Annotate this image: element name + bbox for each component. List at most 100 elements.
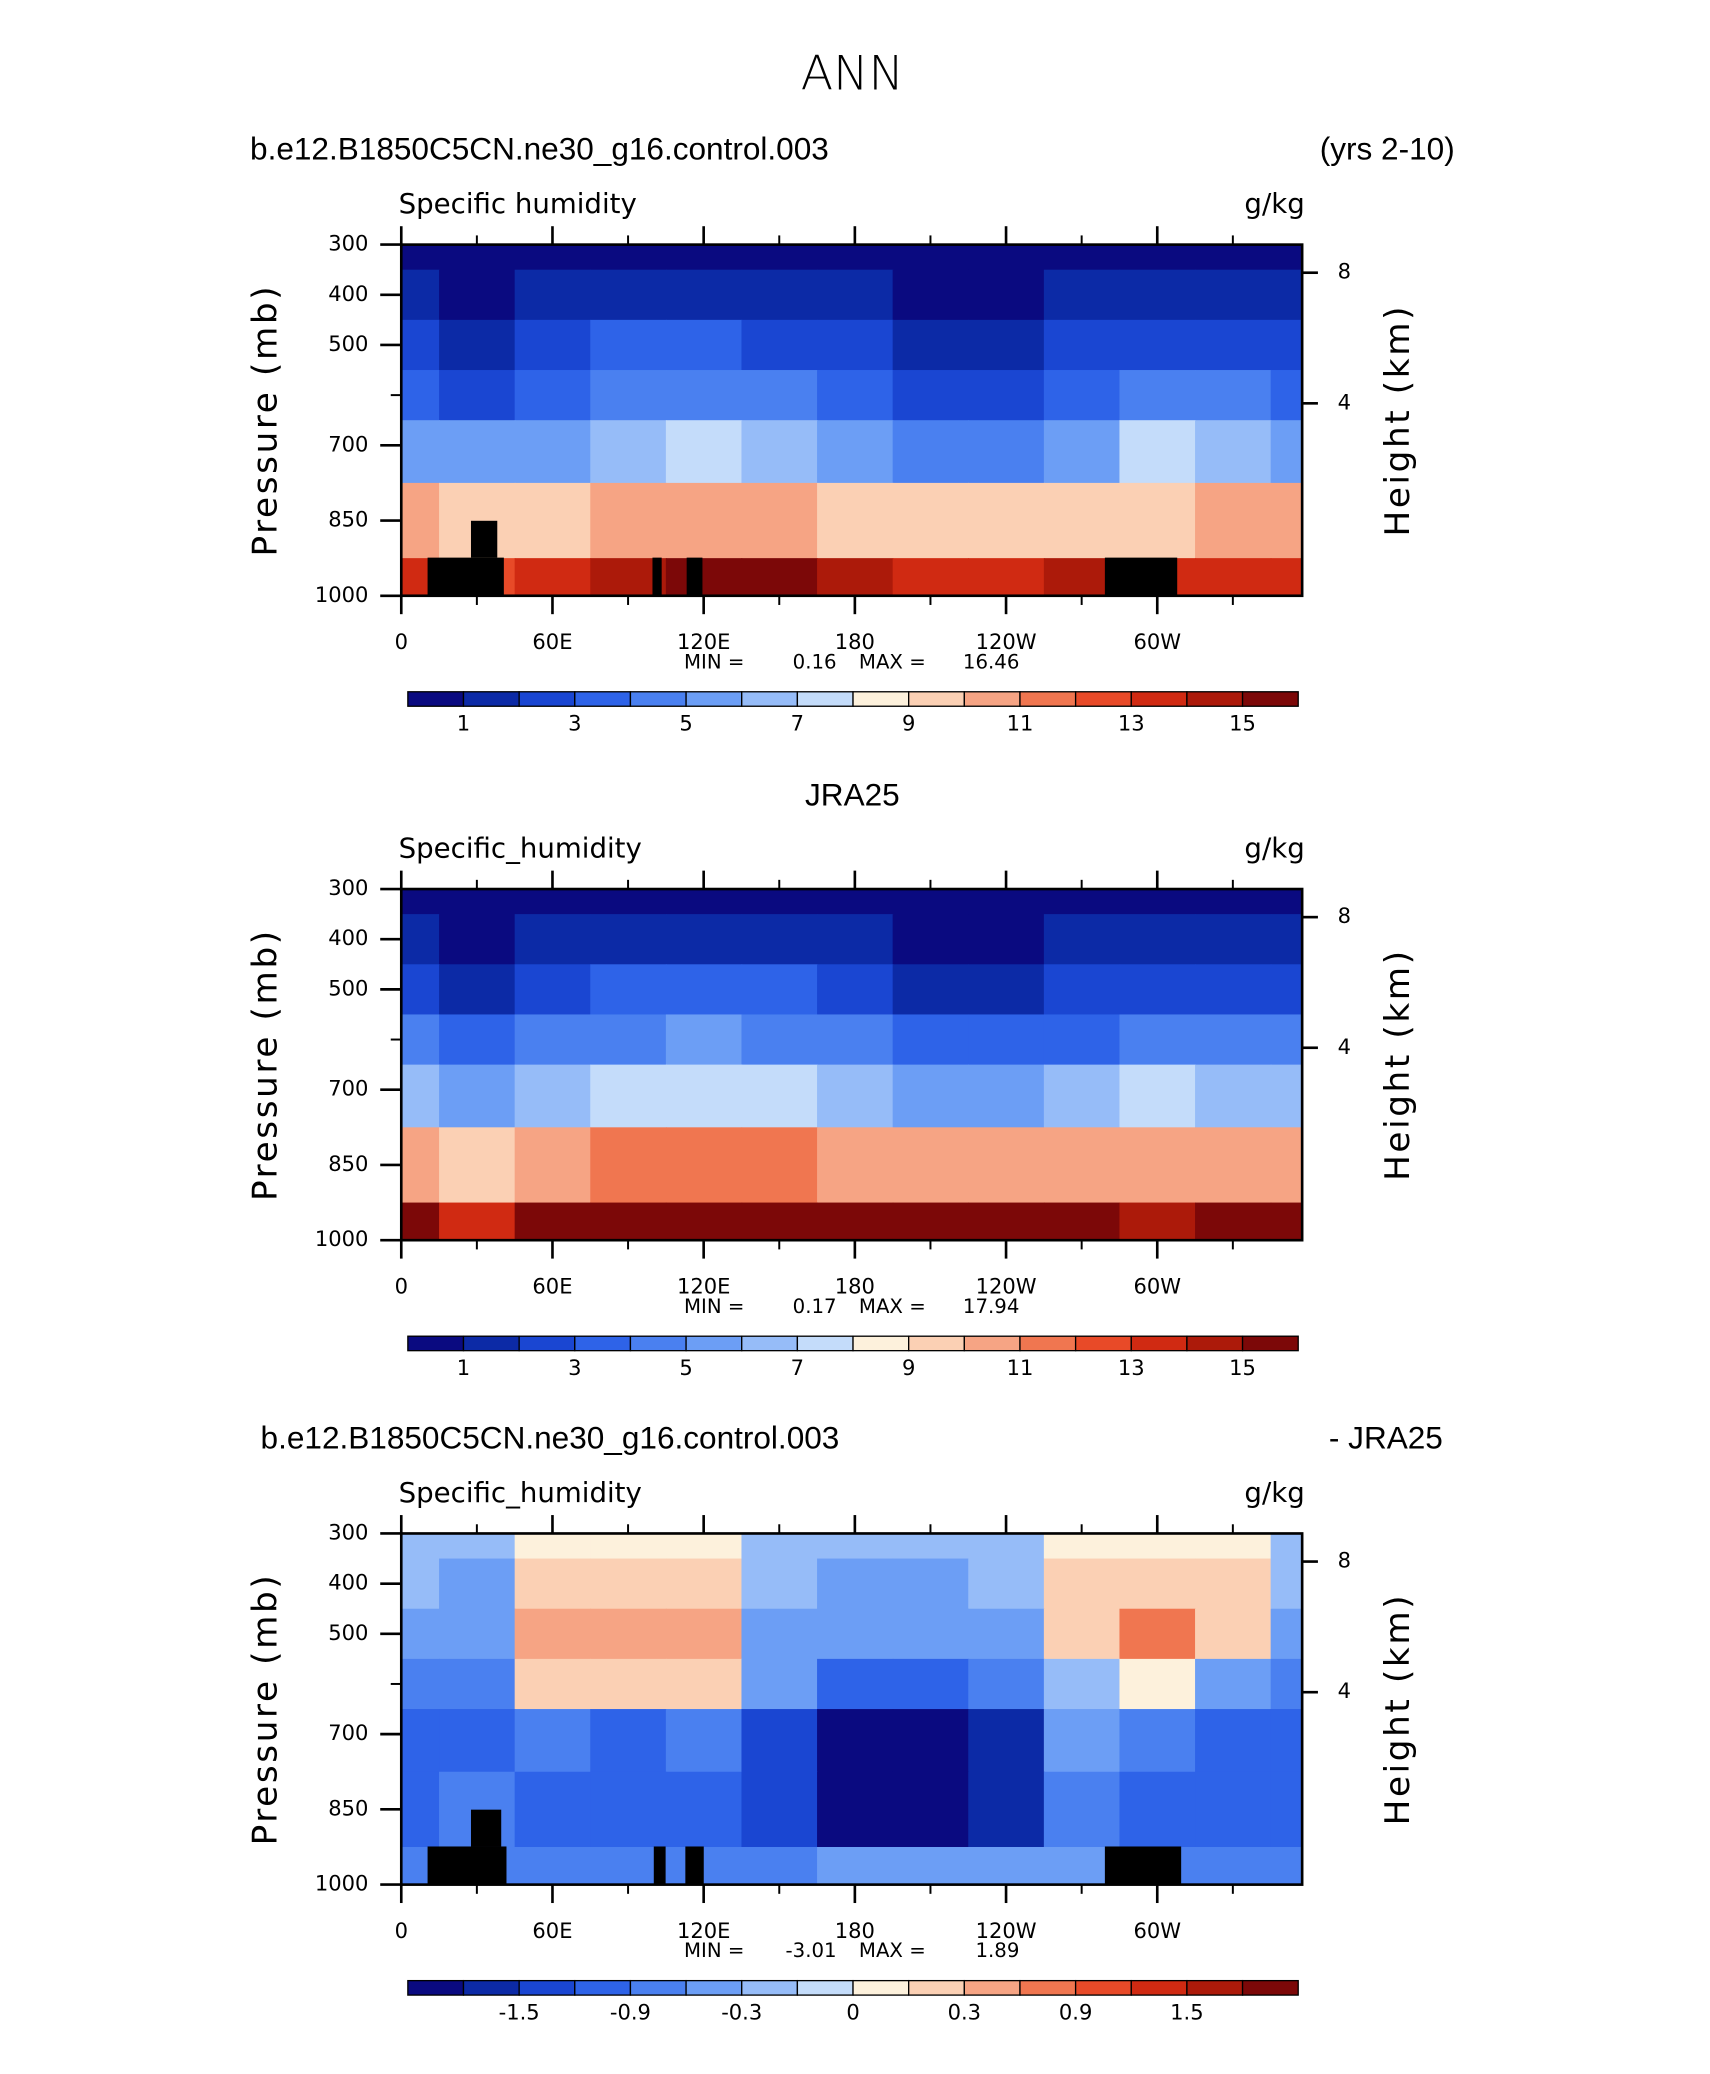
topography — [470, 1809, 502, 1847]
field-cell — [1119, 914, 1196, 966]
y-tick-label: 400 — [328, 1570, 368, 1595]
field-cell — [1270, 269, 1303, 321]
colorbar-box — [963, 1335, 1021, 1352]
field-cell — [1270, 1533, 1303, 1560]
colorbar-label: 13 — [1118, 711, 1145, 736]
field-cell — [439, 244, 516, 271]
colorbar-label: 3 — [568, 711, 581, 736]
topography — [1104, 557, 1178, 596]
x-tick-label: 0 — [395, 1274, 408, 1299]
field-cell — [741, 964, 818, 1016]
field-cell — [401, 1558, 440, 1610]
units: g/kg — [1244, 187, 1304, 220]
colorbar-box — [518, 1335, 576, 1352]
field-cell — [514, 1064, 592, 1129]
field-cell — [401, 1658, 440, 1710]
field-cell — [968, 1533, 1045, 1560]
colorbar-box — [629, 1979, 687, 1996]
field-cell — [665, 1771, 743, 1848]
field-cell — [401, 1771, 440, 1848]
field-cell — [892, 1846, 970, 1886]
field-cell — [1043, 1658, 1121, 1710]
y-tick-label: 700 — [328, 431, 368, 456]
y-tick-label: 400 — [328, 281, 368, 306]
y-tick-label: 500 — [328, 331, 368, 356]
field-cell — [1195, 1064, 1272, 1129]
colorbar-box — [407, 691, 465, 707]
colorbar-box — [685, 1979, 743, 1996]
colorbar-box — [407, 1335, 465, 1352]
field-cell — [439, 1608, 516, 1660]
field-cell — [968, 889, 1045, 915]
field-cell — [1119, 1608, 1196, 1660]
colorbar-box — [407, 1979, 465, 1996]
colorbar-label: 1 — [457, 1355, 470, 1380]
field-cell — [1043, 482, 1121, 559]
field-cell — [665, 1558, 743, 1610]
units: g/kg — [1244, 1476, 1304, 1509]
colorbar-label: -0.9 — [610, 2000, 651, 2025]
field-cell — [741, 1064, 818, 1129]
field-cell — [1270, 420, 1303, 484]
y-tick-label: 1000 — [315, 1871, 369, 1896]
field-cell — [514, 1014, 592, 1066]
panel-title-left: b.e12.B1850C5CN.ne30_g16.control.003 — [261, 1419, 840, 1455]
panels: 0 60E 120E 180 120W 60W300400500700850100084P… — [246, 131, 1455, 2025]
field-cell — [1270, 1709, 1303, 1773]
units: g/kg — [1244, 832, 1304, 865]
field-cell — [1119, 1127, 1196, 1204]
y-tick-label: 300 — [328, 875, 368, 900]
field-cell — [817, 964, 894, 1016]
colorbar-label: 0.9 — [1059, 2000, 1092, 2025]
field-cell — [1195, 1533, 1272, 1560]
field-cell — [590, 1709, 667, 1773]
field-cell — [817, 420, 894, 484]
field-cell — [892, 319, 970, 371]
field-cell — [1270, 964, 1303, 1016]
y-axis-label: Pressure (mb) — [246, 284, 286, 557]
max-label: MAX = — [859, 1939, 926, 1962]
field-cell — [968, 558, 1045, 597]
field-cell — [968, 269, 1045, 321]
field-cell — [1195, 1127, 1272, 1204]
field-cell — [1270, 889, 1303, 915]
field-cell — [665, 1202, 743, 1241]
field-cell — [817, 1846, 894, 1886]
field-cell — [1043, 420, 1121, 484]
y-tick-label: 1000 — [315, 582, 369, 607]
field-cell — [1195, 1709, 1272, 1773]
field-cell — [968, 1608, 1045, 1660]
y-tick-label: 700 — [328, 1076, 368, 1101]
field-cell — [817, 244, 894, 271]
x-tick-label: 0 — [395, 629, 408, 654]
colorbar-box — [1186, 1335, 1244, 1352]
field-cell — [1043, 889, 1121, 915]
field-cell — [665, 1127, 743, 1204]
field-cell — [514, 1658, 592, 1710]
field-cell — [665, 1709, 743, 1773]
field-cell — [817, 1202, 894, 1241]
field-cell — [1195, 420, 1272, 484]
max-label: MAX = — [859, 1295, 926, 1318]
min-label: MIN = — [684, 1939, 744, 1962]
field-cell — [590, 1202, 667, 1241]
x-tick-label: 180 — [835, 1918, 875, 1943]
field-cell — [514, 482, 592, 559]
field-cell — [1119, 1014, 1196, 1066]
field-cell — [1270, 1202, 1303, 1241]
x-tick-label: 60E — [532, 1918, 572, 1943]
field-cell — [968, 319, 1045, 371]
colorbar-box — [796, 1979, 854, 1996]
field-cell — [892, 269, 970, 321]
field-cell — [817, 1608, 894, 1660]
field-cell — [968, 370, 1045, 421]
field-cell — [892, 244, 970, 271]
field-cell — [439, 370, 516, 421]
field-cell — [968, 1202, 1045, 1241]
field-cell — [741, 1533, 818, 1560]
field-cell — [665, 558, 743, 597]
colorbar-label: 0.3 — [948, 2000, 981, 2025]
x-tick-label: 120E — [677, 629, 730, 654]
field-cell — [1195, 1771, 1272, 1848]
